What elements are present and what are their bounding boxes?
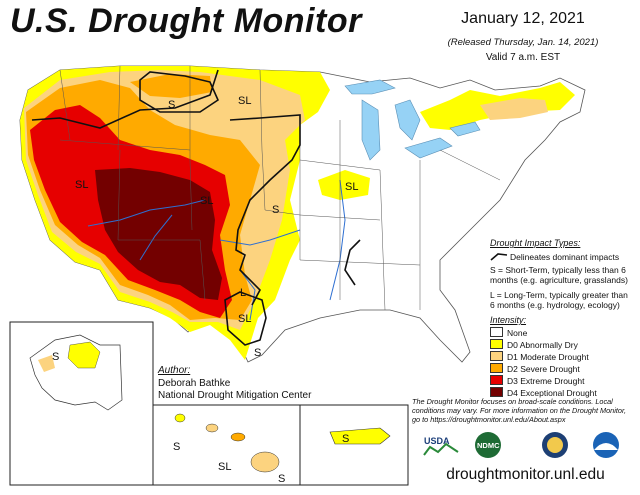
usda-logo: USDA	[422, 433, 460, 457]
map-label-s-kansas: S	[272, 204, 279, 216]
impact-line-north	[139, 71, 220, 113]
d2-montana	[130, 74, 212, 98]
legend-d4: D4 Exceptional Drought	[490, 387, 597, 398]
legend-swatch	[490, 327, 503, 337]
hawaii-island-kauai	[174, 413, 186, 423]
alaska-d0	[67, 341, 101, 369]
map-label-s-pr: S	[342, 433, 349, 445]
great-lakes	[344, 79, 481, 161]
map-label-s-alaska: S	[52, 351, 59, 363]
puerto-rico-inset-frame	[299, 404, 409, 486]
map-label-sl-nd: SL	[238, 95, 251, 107]
author-label: Author:	[158, 365, 191, 376]
hawaii-island-big	[250, 451, 280, 473]
map-label-sl-colorado: SL	[200, 195, 213, 207]
map-label-s-hawaii: S	[173, 441, 180, 453]
impact-line-east	[344, 239, 361, 286]
legend-swatch	[490, 375, 503, 385]
impact-line-description: Delineates dominant impacts	[510, 252, 620, 262]
page-title: U.S. Drought Monitor	[10, 2, 362, 40]
map-label-s-texas-south: S	[254, 347, 261, 359]
map-label-l-texas-central: L	[240, 287, 246, 299]
legend-d3: D3 Extreme Drought	[490, 375, 584, 386]
map-label-sl-texas: SL	[238, 313, 251, 325]
map-date: January 12, 2021	[461, 10, 585, 27]
valid-time: Valid 7 a.m. EST	[485, 52, 561, 63]
legend-label: None	[507, 328, 528, 338]
legend-label: D1 Moderate Drought	[507, 352, 589, 362]
impact-long-term: L = Long-Term, typically greater than 6 …	[490, 290, 628, 310]
map-label-sl-hawaii: SL	[218, 461, 231, 473]
release-date: (Released Thursday, Jan. 14, 2021)	[447, 37, 599, 48]
d4-region	[95, 168, 222, 300]
impact-line-plains	[229, 114, 301, 306]
impact-line-west	[31, 69, 219, 129]
impact-line-texas	[224, 291, 267, 346]
legend-label: D4 Exceptional Drought	[507, 388, 597, 398]
disclaimer-note: The Drought Monitor focuses on broad-sca…	[412, 397, 627, 424]
impact-types-title: Drought Impact Types:	[490, 238, 581, 248]
doc-seal-logo	[542, 432, 568, 458]
impact-short-term: S = Short-Term, typically less than 6 mo…	[490, 265, 628, 285]
site-url-link[interactable]: droughtmonitor.unl.edu	[446, 466, 605, 483]
puerto-rico-shape	[329, 427, 391, 445]
legend-label: D2 Severe Drought	[507, 364, 580, 374]
rivers	[87, 179, 346, 321]
legend-swatch	[490, 363, 503, 373]
state-borders	[59, 65, 501, 311]
hawaii-island-maui	[230, 432, 246, 442]
legend-d1: D1 Moderate Drought	[490, 351, 589, 362]
legend-d0: D0 Abnormally Dry	[490, 339, 578, 350]
author-org: National Drought Mitigation Center	[158, 390, 312, 401]
intensity-title: Intensity:	[490, 315, 527, 325]
legend-swatch	[490, 351, 503, 361]
d1-northeast	[480, 98, 548, 120]
author-name: Deborah Bathke	[158, 378, 231, 389]
noaa-logo	[593, 432, 619, 458]
legend-none: None	[490, 327, 527, 338]
legend-label: D3 Extreme Drought	[507, 376, 585, 386]
svg-text:USDA: USDA	[424, 436, 450, 446]
legend-d2: D2 Severe Drought	[490, 363, 580, 374]
legend-swatch	[490, 339, 503, 349]
map-label-s2-hawaii: S	[278, 473, 285, 485]
impact-line-icon	[490, 253, 508, 261]
map-label-s-montana: S	[168, 99, 175, 111]
map-label-sl-illinois: SL	[345, 181, 358, 193]
d0-midwest	[318, 170, 370, 200]
map-label-sl-california: SL	[75, 179, 88, 191]
hawaii-island-oahu	[205, 423, 219, 433]
legend-swatch	[490, 387, 503, 397]
alaska-d1	[38, 355, 55, 372]
svg-text:NDMC: NDMC	[477, 441, 500, 450]
ndmc-logo: NDMC	[475, 432, 501, 458]
legend-label: D0 Abnormally Dry	[507, 340, 578, 350]
